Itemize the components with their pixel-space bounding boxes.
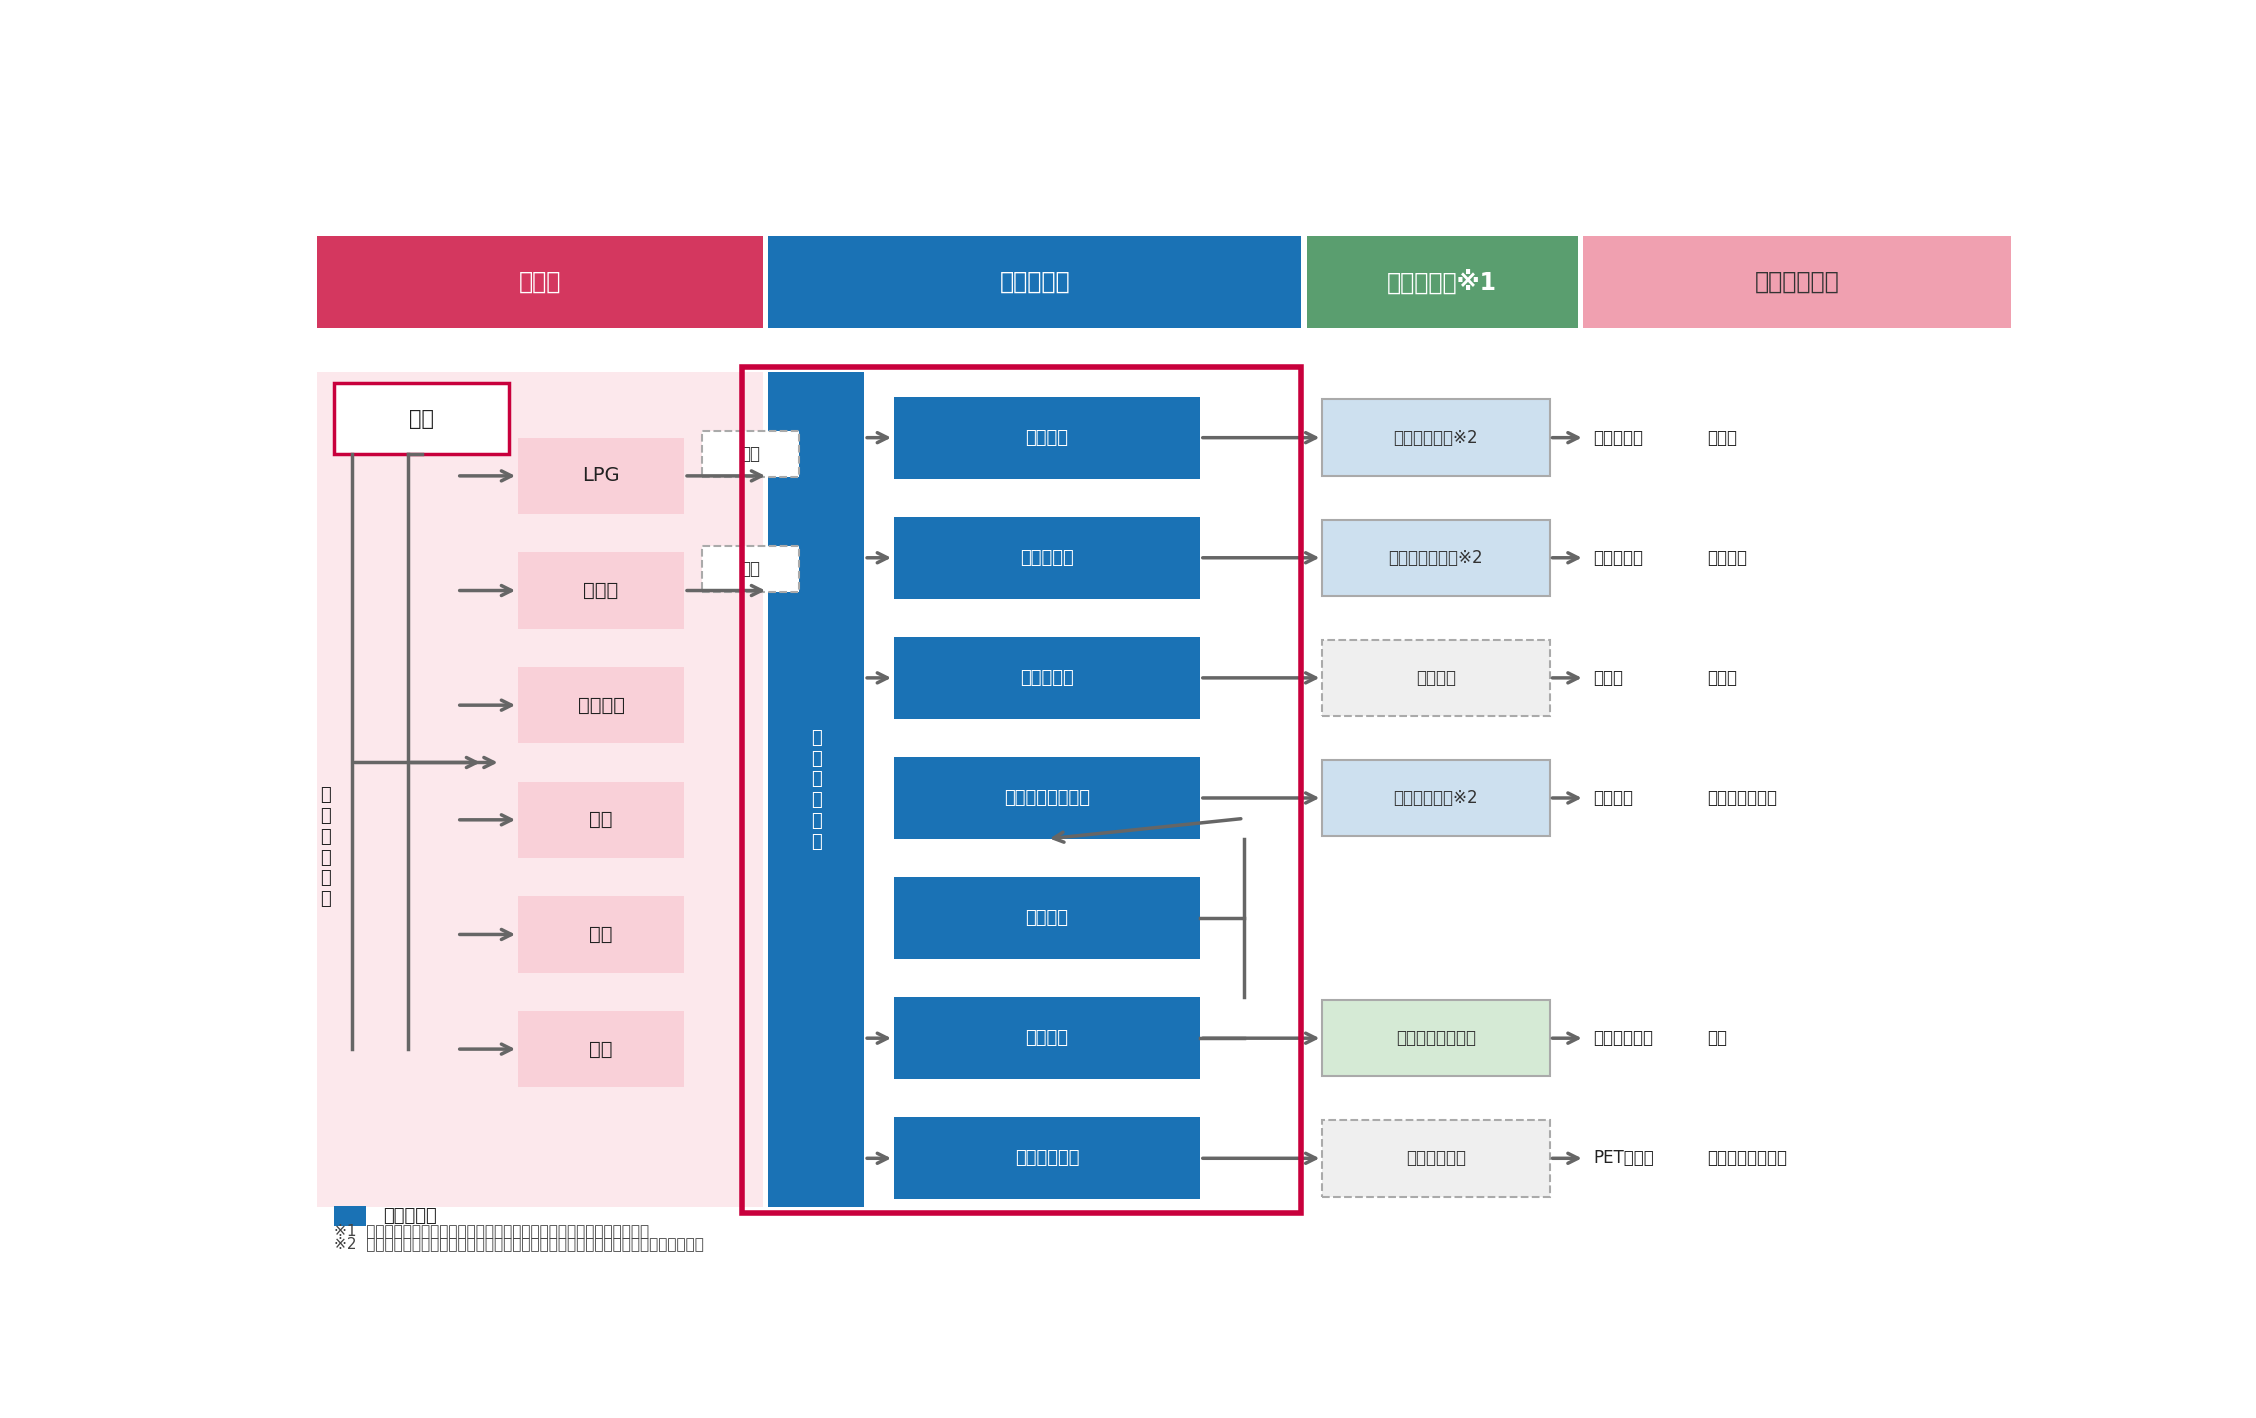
Text: 留分: 留分 [740,560,760,577]
Text: 塩ビパイプ: 塩ビパイプ [1593,428,1642,447]
Bar [893,637,1200,719]
Bar [316,372,763,1208]
Bar [1322,760,1550,837]
Text: ポリエステル: ポリエステル [1405,1150,1466,1167]
Text: 軽油: 軽油 [589,925,614,944]
Text: 合成ゴム: 合成ゴム [1417,669,1455,686]
Text: 重油: 重油 [589,1039,614,1059]
Text: 包装材: 包装材 [1708,428,1737,447]
Text: ポリエステル繊維: ポリエステル繊維 [1708,1150,1787,1167]
Text: 自動車部品: 自動車部品 [1593,549,1642,567]
Bar [519,896,684,973]
Bar [316,235,763,329]
Text: 留分: 留分 [740,445,760,464]
Text: PETボトル: PETボトル [1593,1150,1654,1167]
Text: エチレン: エチレン [1026,909,1069,927]
Bar [767,235,1302,329]
Bar [1584,235,2010,329]
Bar [1306,235,1577,329]
Text: プロピレン: プロピレン [1020,549,1074,567]
Bar [519,781,684,858]
Text: タイヤ: タイヤ [1593,669,1624,686]
Text: 緩衝材: 緩衝材 [1708,669,1737,686]
Text: 常
圧
蒸
留
装
置: 常 圧 蒸 留 装 置 [320,786,332,908]
Bar [893,997,1200,1079]
Text: ベンゼン: ベンゼン [1026,1029,1069,1046]
Text: 灯油: 灯油 [589,810,614,830]
Bar [519,438,684,515]
Bar [893,516,1200,598]
Text: ブタジエン: ブタジエン [1020,669,1074,686]
Text: 燃料油: 燃料油 [519,269,562,294]
Text: LPG: LPG [582,467,620,485]
Text: ナ
フ
サ
分
解
炉: ナ フ サ 分 解 炉 [810,729,821,851]
Bar [1322,1000,1550,1076]
Text: エチレン: エチレン [1026,428,1069,447]
Text: ポリプロピレン※2: ポリプロピレン※2 [1390,549,1482,567]
Text: 主な誘導品※1: 主な誘導品※1 [1387,269,1498,295]
Bar [334,383,510,454]
Bar [1322,1120,1550,1197]
Bar [893,397,1200,479]
Text: ポリカーボネート: ポリカーボネート [1396,1029,1475,1046]
Bar [767,372,864,1208]
Text: ポリエチレン※2: ポリエチレン※2 [1394,428,1478,447]
Bar [1322,400,1550,476]
Bar [893,878,1200,959]
Bar [702,546,799,591]
Text: ナフサ: ナフサ [584,581,618,600]
Text: 主な最終製品: 主な最終製品 [1755,269,1839,294]
Text: 光学メディア: 光学メディア [1593,1029,1654,1046]
Text: ガソリン: ガソリン [578,696,625,715]
Text: スチレンモノマー: スチレンモノマー [1004,788,1090,807]
Text: 建材: 建材 [1708,1029,1726,1046]
Bar [893,757,1200,839]
Text: 原油: 原油 [408,408,435,428]
Bar [519,1011,684,1088]
Bar [1322,640,1550,716]
Bar [519,666,684,743]
Text: 基礎化学品: 基礎化学品 [384,1207,438,1225]
Bar [742,367,1302,1212]
Text: 日用雑貨: 日用雑貨 [1708,549,1746,567]
Bar [334,1207,365,1227]
Text: 発泡スチロール: 発泡スチロール [1708,788,1778,807]
Bar [519,553,684,628]
Bar [893,1117,1200,1200]
Text: ポリスチレン※2: ポリスチレン※2 [1394,788,1478,807]
Bar [1322,519,1550,596]
Text: ※2  ポリエチレン、ポリプロピレン、ポリスチレンは関係会社を通じて販売しています: ※2 ポリエチレン、ポリプロピレン、ポリスチレンは関係会社を通じて販売しています [334,1236,704,1251]
Text: パラキシレン: パラキシレン [1015,1150,1078,1167]
Text: ※1  誘導品とは：基礎化学品から化学反応によって生成される製品のこと: ※1 誘導品とは：基礎化学品から化学反応によって生成される製品のこと [334,1222,650,1238]
Bar [702,431,799,476]
Text: 家電部品: 家電部品 [1593,788,1633,807]
Text: 基礎化学品: 基礎化学品 [999,269,1069,294]
